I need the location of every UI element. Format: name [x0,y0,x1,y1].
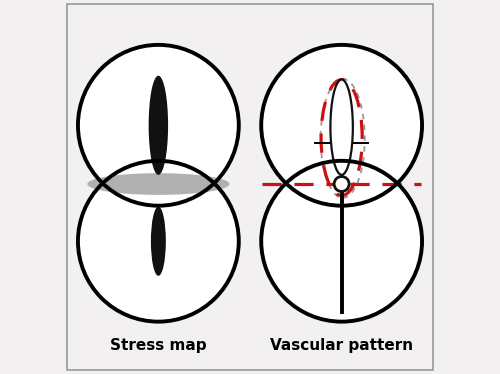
Circle shape [261,161,422,322]
Ellipse shape [148,76,168,175]
Ellipse shape [330,80,353,175]
Circle shape [261,45,422,206]
Circle shape [334,177,349,191]
Ellipse shape [88,173,230,195]
Ellipse shape [151,207,166,276]
Text: Stress map: Stress map [110,338,206,353]
Circle shape [78,161,239,322]
Text: Vascular pattern: Vascular pattern [270,338,413,353]
Circle shape [78,45,239,206]
